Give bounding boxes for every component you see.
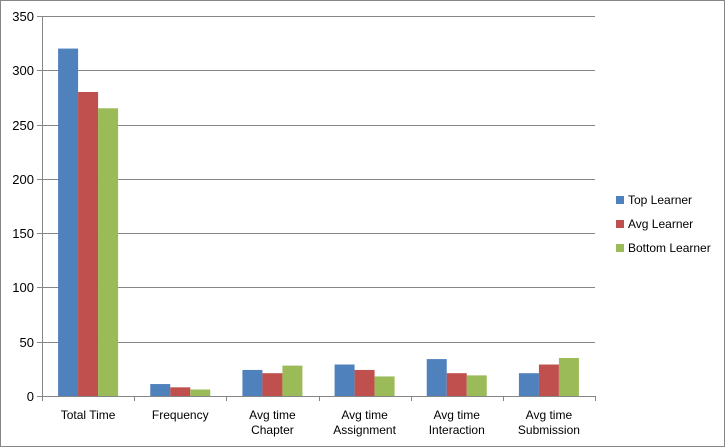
- bar: [242, 369, 263, 396]
- legend-label: Top Learner: [628, 193, 692, 207]
- x-category-label: Avg time: [249, 408, 296, 422]
- bar: [426, 359, 447, 396]
- y-axis-tick-labels: 0 50 100 150 200 250 300 350: [12, 9, 34, 404]
- bar: [466, 375, 487, 396]
- y-tick-label: 250: [12, 118, 34, 133]
- y-tick-label: 0: [27, 389, 34, 404]
- x-category-label: Avg time: [341, 408, 388, 422]
- legend-label: Avg Learner: [628, 217, 693, 231]
- y-tick-label: 100: [12, 280, 34, 295]
- bar: [334, 364, 355, 396]
- x-category-label: Avg time: [434, 408, 481, 422]
- x-category-label: Frequency: [152, 408, 209, 422]
- bar: [170, 387, 191, 396]
- bar: [150, 384, 171, 396]
- bar: [262, 373, 283, 396]
- bar: [282, 365, 303, 396]
- bar: [98, 108, 119, 397]
- y-tick-label: 150: [12, 226, 34, 241]
- legend-swatch: [616, 244, 624, 252]
- bars: [58, 48, 579, 397]
- x-category-label: Chapter: [251, 423, 294, 437]
- bar: [78, 92, 99, 396]
- y-tick-label: 300: [12, 63, 34, 78]
- y-tick-label: 350: [12, 9, 34, 24]
- legend: Top Learner Avg Learner Bottom Learner: [616, 193, 711, 255]
- legend-label: Bottom Learner: [628, 241, 711, 255]
- bar: [354, 369, 375, 396]
- bar: [538, 364, 559, 396]
- x-category-label: Submission: [518, 423, 580, 437]
- bar: [58, 48, 79, 396]
- legend-swatch: [616, 196, 624, 204]
- bar: [446, 373, 467, 396]
- gridlines: [42, 16, 595, 343]
- y-tick-label: 200: [12, 172, 34, 187]
- bar: [374, 376, 395, 396]
- x-category-label: Avg time: [526, 408, 573, 422]
- bar: [558, 358, 579, 396]
- bar: [518, 373, 539, 396]
- y-tick-label: 50: [20, 335, 34, 350]
- bar: [190, 389, 211, 396]
- x-category-label: Assignment: [333, 423, 396, 437]
- x-category-label: Total Time: [61, 408, 116, 422]
- x-category-label: Interaction: [429, 423, 485, 437]
- legend-swatch: [616, 220, 624, 228]
- axes: [37, 16, 596, 401]
